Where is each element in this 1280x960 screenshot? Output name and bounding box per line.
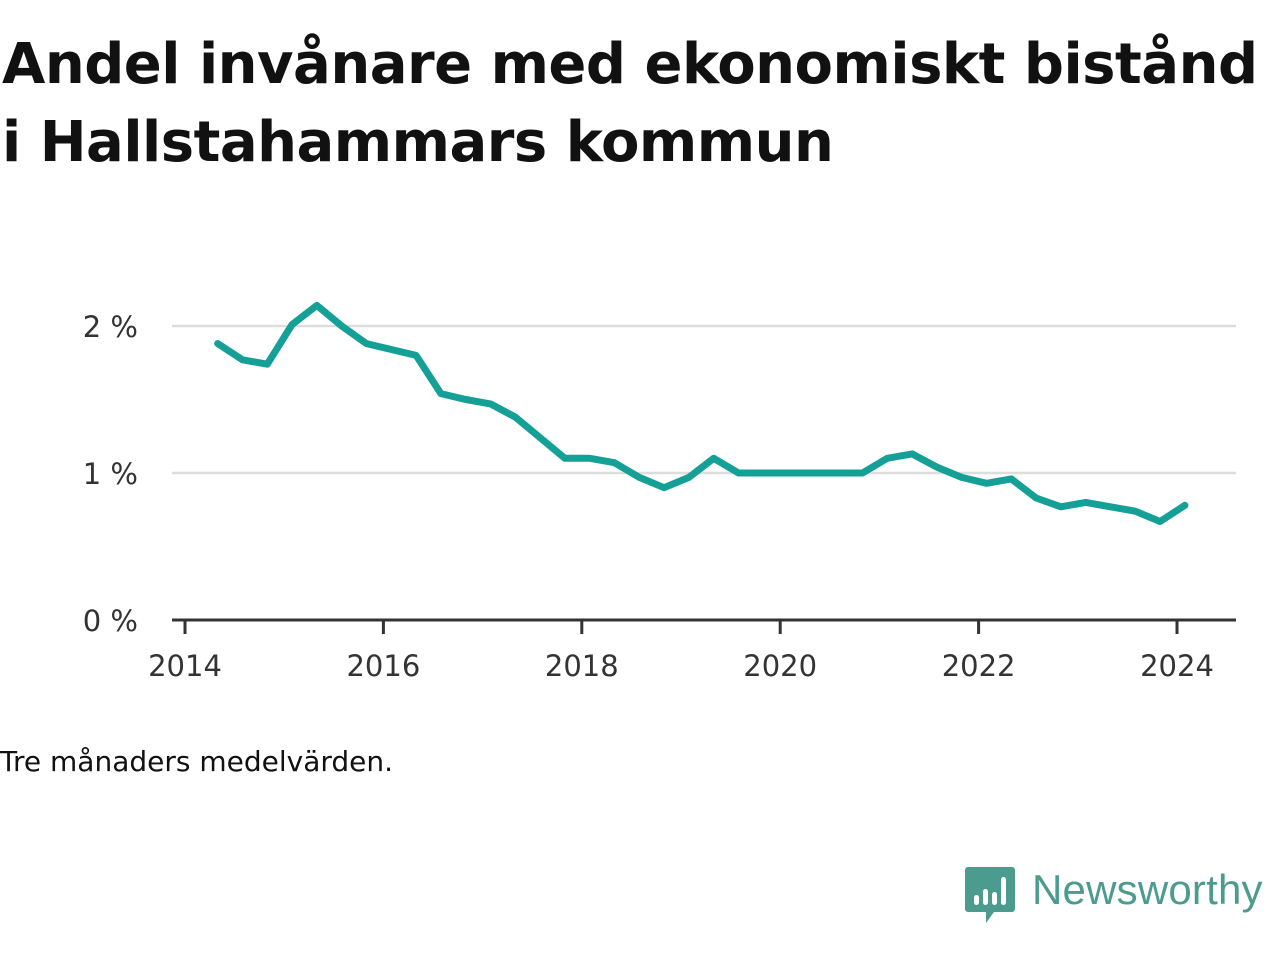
series-line — [214, 301, 1189, 525]
chart-note: Tre månaders medelvärden. — [0, 745, 394, 778]
axes: 0 % 1 % 2 % 2014 2016 2018 2020 2022 2024 — [83, 310, 1236, 683]
y-tick-label: 1 % — [83, 457, 138, 491]
x-tick-label: 2016 — [346, 649, 420, 683]
x-tick-label: 2022 — [942, 649, 1016, 683]
series — [214, 301, 1189, 525]
chart-title: Andel invånare med ekonomiskt bistånd i … — [2, 32, 1258, 175]
brand-name: Newsworthy — [1032, 866, 1263, 913]
y-tick-label: 2 % — [83, 310, 138, 344]
y-tick-label: 0 % — [83, 604, 138, 638]
x-tick-label: 2020 — [743, 649, 817, 683]
grid-lines — [172, 324, 1236, 475]
brand-logo[interactable]: Newsworthy — [964, 864, 1263, 928]
x-tick-label: 2018 — [545, 649, 619, 683]
x-tick-label: 2014 — [148, 649, 222, 683]
line-chart: 0 % 1 % 2 % 2014 2016 2018 2020 2022 2024 — [83, 301, 1236, 683]
x-tick-label: 2024 — [1140, 649, 1214, 683]
newsworthy-logo-icon — [965, 867, 1015, 923]
